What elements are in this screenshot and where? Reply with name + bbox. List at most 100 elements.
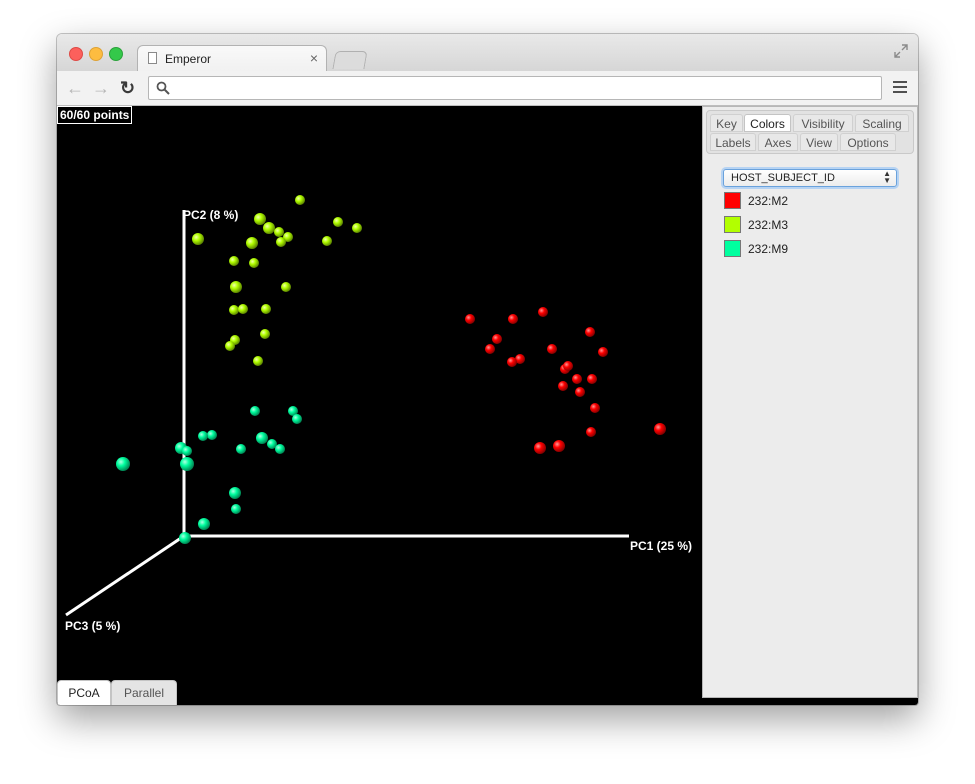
sample-point[interactable] — [292, 414, 302, 424]
tab-close-icon[interactable]: × — [309, 50, 318, 66]
sample-point[interactable] — [236, 444, 246, 454]
zoom-window-button[interactable] — [109, 47, 123, 61]
sample-point[interactable] — [231, 504, 241, 514]
tab-colors[interactable]: Colors — [744, 114, 791, 132]
control-panel: Key Colors Visibility Scaling Labels Axe… — [702, 106, 918, 698]
sample-point[interactable] — [225, 341, 235, 351]
sample-point[interactable] — [333, 217, 343, 227]
sample-point[interactable] — [283, 232, 293, 242]
sample-point[interactable] — [229, 256, 239, 266]
legend-label: 232:M3 — [748, 218, 789, 232]
sample-point[interactable] — [553, 440, 565, 452]
sample-point[interactable] — [654, 423, 666, 435]
sample-point[interactable] — [207, 430, 217, 440]
color-swatch[interactable] — [724, 216, 741, 233]
sample-point[interactable] — [198, 518, 210, 530]
sample-point[interactable] — [288, 406, 298, 416]
sample-point[interactable] — [538, 307, 548, 317]
sample-point[interactable] — [116, 457, 130, 471]
address-bar[interactable] — [148, 76, 882, 100]
sample-point[interactable] — [281, 282, 291, 292]
forward-arrow-icon[interactable]: → — [92, 78, 110, 98]
new-tab-button[interactable] — [332, 51, 368, 69]
sample-point[interactable] — [507, 357, 517, 367]
sample-point[interactable] — [230, 281, 242, 293]
sample-point[interactable] — [352, 223, 362, 233]
sample-point[interactable] — [558, 381, 568, 391]
sample-point[interactable] — [322, 236, 332, 246]
sample-point[interactable] — [256, 432, 268, 444]
document-icon — [148, 52, 157, 64]
close-window-button[interactable] — [69, 47, 83, 61]
sample-point[interactable] — [182, 446, 192, 456]
select-arrows-icon: ▲ ▼ — [883, 169, 891, 185]
sample-point[interactable] — [563, 361, 573, 371]
browser-tab[interactable]: Emperor × — [137, 45, 327, 71]
tab-axes[interactable]: Axes — [758, 133, 798, 151]
sample-point[interactable] — [192, 233, 204, 245]
sample-point[interactable] — [267, 439, 277, 449]
tab-parallel[interactable]: Parallel — [111, 680, 177, 705]
tab-scaling[interactable]: Scaling — [855, 114, 909, 132]
sample-point[interactable] — [575, 387, 585, 397]
menu-icon[interactable] — [893, 81, 907, 95]
sample-point[interactable] — [598, 347, 608, 357]
search-icon — [156, 81, 170, 95]
sample-point[interactable] — [276, 237, 286, 247]
sample-point[interactable] — [572, 374, 582, 384]
sample-point[interactable] — [492, 334, 502, 344]
pcoa-plot[interactable]: 60/60 points PC2 (8 %) PC1 (25 %) PC3 (5… — [57, 106, 702, 705]
tab-labels[interactable]: Labels — [710, 133, 756, 151]
tab-view[interactable]: View — [800, 133, 838, 151]
reload-icon[interactable]: ↻ — [120, 78, 136, 98]
sample-point[interactable] — [180, 457, 194, 471]
fullscreen-icon[interactable] — [894, 44, 908, 58]
sample-point[interactable] — [586, 427, 596, 437]
sample-point[interactable] — [261, 304, 271, 314]
sample-point[interactable] — [254, 213, 266, 225]
sample-point[interactable] — [587, 374, 597, 384]
legend-label: 232:M2 — [748, 194, 789, 208]
sample-point[interactable] — [515, 354, 525, 364]
sample-point[interactable] — [250, 406, 260, 416]
sample-point[interactable] — [229, 487, 241, 499]
title-bar: Emperor × — [57, 34, 918, 71]
points-count: 60/60 points — [57, 106, 133, 124]
tab-key[interactable]: Key — [710, 114, 743, 132]
pc3-axis-label: PC3 (5 %) — [65, 619, 121, 633]
page-content: 60/60 points PC2 (8 %) PC1 (25 %) PC3 (5… — [57, 106, 918, 705]
tab-title: Emperor — [165, 52, 212, 66]
tab-visibility[interactable]: Visibility — [793, 114, 853, 132]
sample-point[interactable] — [485, 344, 495, 354]
sample-point[interactable] — [249, 258, 259, 268]
sample-point[interactable] — [260, 329, 270, 339]
browser-toolbar: ← → ↻ — [57, 71, 918, 106]
sample-point[interactable] — [179, 532, 191, 544]
sample-point[interactable] — [465, 314, 475, 324]
sample-point[interactable] — [229, 305, 239, 315]
minimize-window-button[interactable] — [89, 47, 103, 61]
sample-point[interactable] — [246, 237, 258, 249]
color-by-value: HOST_SUBJECT_ID — [731, 172, 835, 184]
back-arrow-icon[interactable]: ← — [66, 78, 84, 98]
sample-point[interactable] — [547, 344, 557, 354]
sample-point[interactable] — [534, 442, 546, 454]
sample-point[interactable] — [295, 195, 305, 205]
sample-point[interactable] — [585, 327, 595, 337]
color-swatch[interactable] — [724, 192, 741, 209]
color-swatch[interactable] — [724, 240, 741, 257]
browser-window: Emperor × ← → ↻ — [57, 34, 918, 705]
legend-label: 232:M9 — [748, 242, 789, 256]
sample-point[interactable] — [253, 356, 263, 366]
sample-point[interactable] — [198, 431, 208, 441]
sample-point[interactable] — [263, 222, 275, 234]
sample-point[interactable] — [508, 314, 518, 324]
color-by-select[interactable]: HOST_SUBJECT_ID ▲ ▼ — [723, 169, 897, 187]
sample-point[interactable] — [238, 304, 248, 314]
sample-point[interactable] — [274, 227, 284, 237]
tab-pcoa[interactable]: PCoA — [57, 680, 111, 705]
tab-options[interactable]: Options — [840, 133, 896, 151]
plot-canvas[interactable] — [57, 106, 702, 705]
sample-point[interactable] — [275, 444, 285, 454]
sample-point[interactable] — [590, 403, 600, 413]
